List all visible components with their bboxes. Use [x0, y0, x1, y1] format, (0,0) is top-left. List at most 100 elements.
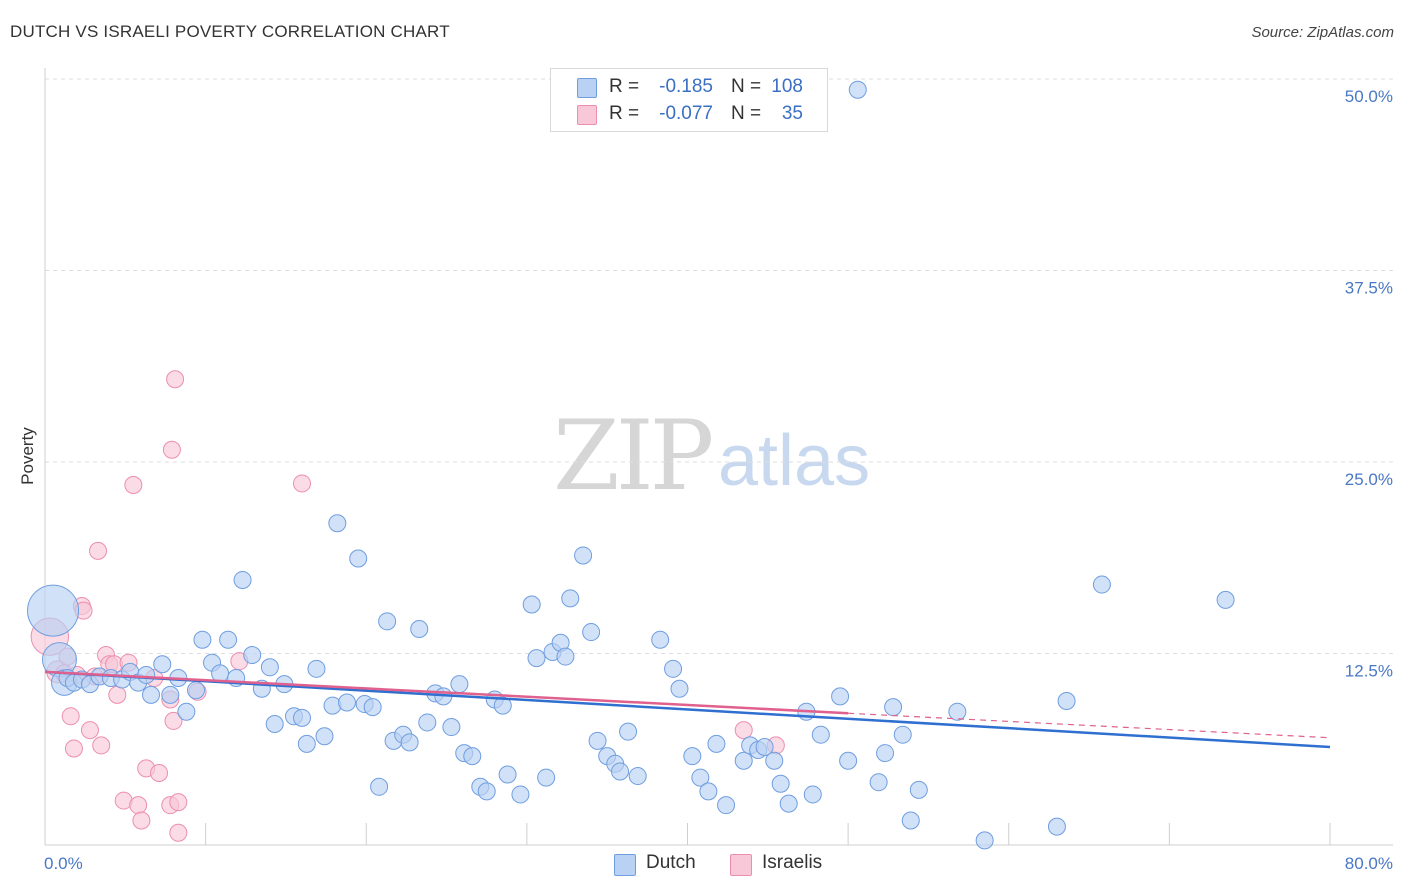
dutch-point [450, 675, 469, 694]
legend-row-israelis: R = -0.077 N = 35 [551, 101, 827, 127]
trend-lines [44, 670, 1331, 749]
israelis-point [169, 793, 188, 812]
chart-title: DUTCH VS ISRAELI POVERTY CORRELATION CHA… [10, 22, 450, 41]
dutch-point [707, 734, 726, 753]
dutch-points [27, 80, 1235, 850]
dutch-point [27, 584, 80, 637]
legend-r-value-israelis: -0.077 [659, 103, 713, 124]
dutch-point [307, 659, 326, 678]
dutch-point [349, 549, 368, 568]
israelis-point [169, 823, 188, 842]
dutch-point [137, 665, 156, 684]
israelis-point [129, 796, 148, 815]
dutch-point [493, 696, 512, 715]
dutch-point [848, 80, 867, 99]
legend-n-value-dutch: 108 [771, 76, 803, 97]
y-tick-label: 12.5% [1345, 662, 1393, 681]
watermark-zip: ZIP [553, 400, 714, 512]
y-tick-label: 25.0% [1345, 470, 1393, 489]
legend-swatch-israelis [577, 105, 597, 125]
dutch-point [498, 765, 517, 784]
dutch-point [193, 630, 212, 649]
dutch-point [511, 785, 530, 804]
dutch-point [664, 659, 683, 678]
israelis-point [132, 811, 151, 830]
axes [44, 68, 1393, 846]
israelis-point [124, 475, 143, 494]
israelis-point [89, 541, 108, 560]
dutch-point [153, 655, 172, 674]
bottom-legend-label-israelis[interactable]: Israelis [762, 852, 823, 873]
dutch-point [315, 727, 334, 746]
dutch-point [477, 782, 496, 801]
bottom-legend-swatch-israelis[interactable] [730, 854, 752, 876]
dutch-point [1047, 817, 1066, 836]
dutch-point [831, 687, 850, 706]
israelis-point [64, 739, 83, 758]
dutch-point [683, 747, 702, 766]
dutch-point [297, 734, 316, 753]
dutch-point [628, 767, 647, 786]
dutch-point [556, 647, 575, 666]
dutch-point [243, 646, 262, 665]
legend-swatch-dutch [577, 78, 597, 98]
watermark-atlas: atlas [718, 421, 871, 501]
dutch-point [177, 702, 196, 721]
legend-r-label: R = [609, 76, 640, 97]
dutch-point [811, 725, 830, 744]
dutch-point [463, 747, 482, 766]
israelis-point [108, 685, 127, 704]
dutch-point [869, 773, 888, 792]
dutch-point [574, 546, 593, 565]
israelis-points [30, 370, 785, 842]
source-label: Source: ZipAtlas.com [1251, 24, 1394, 41]
dutch-point [884, 698, 903, 717]
dutch-point [219, 630, 238, 649]
israelis-point [164, 711, 183, 730]
israelis-trend-extension [848, 712, 1331, 739]
grid-lines [45, 78, 1393, 654]
israelis-point [150, 763, 169, 782]
dutch-point [337, 693, 356, 712]
dutch-point [442, 718, 461, 737]
dutch-point [233, 570, 252, 589]
y-axis-label: Poverty [18, 427, 37, 485]
israelis-point [734, 721, 753, 740]
israelis-point [80, 721, 99, 740]
dutch-point [909, 780, 928, 799]
y-tick-label: 37.5% [1345, 279, 1393, 298]
x-tick-label: 0.0% [44, 854, 83, 873]
series-legend: Dutch Israelis [0, 852, 1406, 878]
dutch-point [588, 731, 607, 750]
dutch-point [975, 831, 994, 850]
stats-legend: R = -0.185 N = 108 R = -0.077 N = 35 [550, 68, 828, 132]
dutch-point [186, 681, 205, 700]
dutch-point [755, 737, 774, 756]
dutch-point [378, 612, 397, 631]
dutch-point [948, 702, 967, 721]
dutch-point [161, 685, 180, 704]
bottom-legend-swatch-dutch[interactable] [614, 854, 636, 876]
dutch-point [293, 708, 311, 727]
legend-n-label: N = [731, 76, 762, 97]
dutch-point [527, 649, 546, 668]
dutch-point [803, 785, 822, 804]
israelis-point [162, 440, 181, 459]
dutch-point [699, 782, 718, 801]
israelis-point [293, 474, 311, 493]
israelis-point [166, 370, 185, 389]
legend-n-value-israelis: 35 [781, 103, 803, 124]
y-tick-label: 50.0% [1345, 87, 1393, 106]
legend-r-label: R = [609, 103, 640, 124]
axis-labels: 12.5% 25.0% 37.5% 50.0% 0.0% 80.0% Poverty [18, 87, 1393, 873]
bottom-legend-label-dutch[interactable]: Dutch [646, 852, 696, 873]
dutch-point [779, 794, 798, 813]
dutch-point [370, 777, 389, 796]
dutch-point [734, 751, 753, 770]
israelis-point [61, 707, 80, 726]
dutch-point [619, 722, 638, 741]
dutch-point [260, 658, 279, 677]
dutch-point [771, 774, 790, 793]
dutch-point [265, 714, 284, 733]
